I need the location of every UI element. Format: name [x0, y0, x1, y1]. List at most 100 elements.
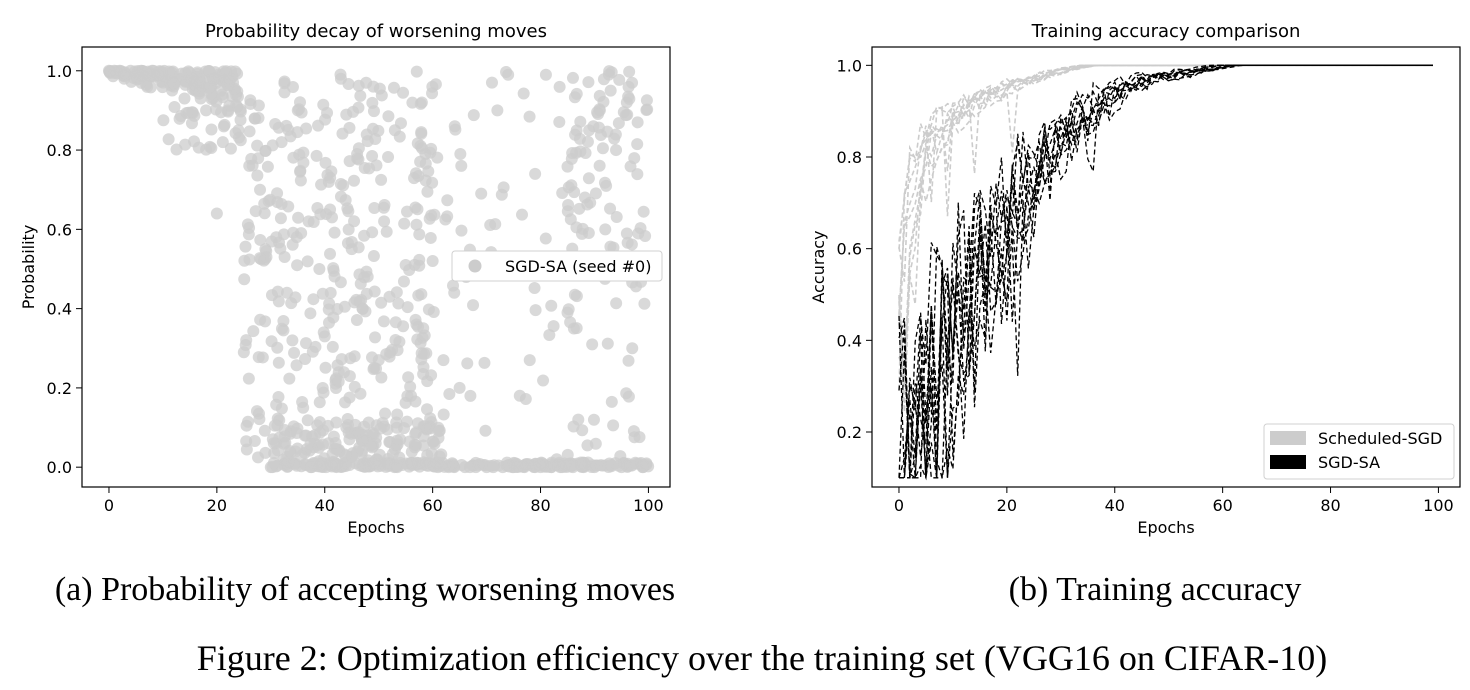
scatter-point [437, 408, 450, 421]
scatter-point [622, 354, 635, 367]
scatter-point [393, 130, 406, 143]
scatter-point [433, 450, 446, 463]
scatter-point [613, 73, 626, 86]
scatter-point [375, 89, 388, 102]
scatter-point [234, 103, 247, 116]
scatter-point [246, 159, 259, 172]
scatter-point [379, 407, 392, 420]
legend-swatch-scheduled [1270, 431, 1306, 445]
scatter-point [601, 337, 614, 350]
scatter-point [293, 96, 306, 109]
scatter-point [328, 226, 341, 239]
legend-label-sgdsa: SGD-SA [1318, 453, 1380, 472]
scatter-point [218, 118, 231, 131]
accuracy-line [899, 64, 1433, 479]
scatter-point [310, 149, 323, 162]
scatter-point [566, 146, 579, 159]
scatter-point [599, 223, 612, 236]
scatter-point [296, 396, 309, 409]
scatter-point [289, 291, 302, 304]
scatter-point [626, 342, 639, 355]
scatter-point [286, 81, 299, 94]
scatter-point [491, 104, 504, 117]
scatter-point [426, 87, 439, 100]
scatter-point [406, 96, 419, 109]
scatter-point [234, 114, 247, 127]
scatter-point [590, 459, 603, 472]
scatter-point [397, 86, 410, 99]
scatter-point [614, 450, 627, 463]
scatter-point [398, 217, 411, 230]
scatter-point [596, 142, 609, 155]
scatter-point [300, 337, 313, 350]
scatter-point [640, 94, 653, 107]
scatter-point [422, 165, 435, 178]
x-tick-label: 80 [1320, 496, 1340, 515]
legend-swatch-sgdsa [1270, 455, 1306, 469]
scatter-point [283, 372, 296, 385]
scatter-point [253, 252, 266, 265]
scatter-point [367, 250, 380, 263]
scatter-point [394, 117, 407, 130]
scatter-point [427, 305, 440, 318]
scatter-point [564, 316, 577, 329]
scatter-point [366, 96, 379, 109]
scatter-point [368, 201, 381, 214]
scatter-point [328, 459, 341, 472]
scatter-point [567, 420, 580, 433]
scatter-point [358, 229, 371, 242]
scatter-point [448, 120, 461, 133]
scatter-point [230, 89, 243, 102]
scatter-point [593, 159, 606, 172]
scatter-point [290, 359, 303, 372]
scatter-point [331, 303, 344, 316]
scatter-point [216, 91, 229, 104]
scatter-point [224, 142, 237, 155]
chart-b-ylabel: Accuracy [809, 230, 828, 303]
scatter-point [401, 301, 414, 314]
scatter-point [637, 205, 650, 218]
scatter-point [278, 430, 291, 443]
scatter-point [604, 84, 617, 97]
scatter-point [625, 238, 638, 251]
scatter-point [366, 150, 379, 163]
scatter-point [251, 139, 264, 152]
scatter-point [267, 456, 280, 469]
scatter-point [210, 207, 223, 220]
scatter-point [243, 125, 256, 138]
scatter-point [334, 68, 347, 81]
scatter-point [475, 187, 488, 200]
scatter-point [239, 240, 252, 253]
chart-a-y-axis: 0.0 0.2 0.4 0.6 0.8 1.0 [47, 62, 82, 477]
accuracy-line [898, 64, 1433, 481]
scatter-point [254, 233, 267, 246]
scatter-point [612, 117, 625, 130]
scatter-point [352, 142, 365, 155]
scatter-point [374, 422, 387, 435]
scatter-point [283, 444, 296, 457]
scatter-point [261, 160, 274, 173]
x-tick-label: 20 [997, 496, 1017, 515]
scatter-point [553, 116, 566, 129]
scatter-point [254, 183, 267, 196]
panel-b-lines: Training accuracy comparison 0 20 40 60 80 10… [809, 21, 1461, 608]
scatter-point [529, 304, 542, 317]
scatter-points [102, 64, 655, 474]
scatter-point [592, 108, 605, 121]
scatter-point [569, 128, 582, 141]
scatter-point [253, 413, 266, 426]
scatter-point [213, 70, 226, 83]
scatter-point [467, 109, 480, 122]
scatter-point [372, 124, 385, 137]
scatter-point [268, 447, 281, 460]
scatter-point [605, 395, 618, 408]
scatter-point [347, 105, 360, 118]
scatter-point [443, 387, 456, 400]
scatter-point [610, 297, 623, 310]
scatter-point [262, 195, 275, 208]
scatter-point [362, 416, 375, 429]
scatter-point [410, 426, 423, 439]
scatter-point [528, 281, 541, 294]
scatter-point [337, 179, 350, 192]
scatter-point [539, 459, 552, 472]
